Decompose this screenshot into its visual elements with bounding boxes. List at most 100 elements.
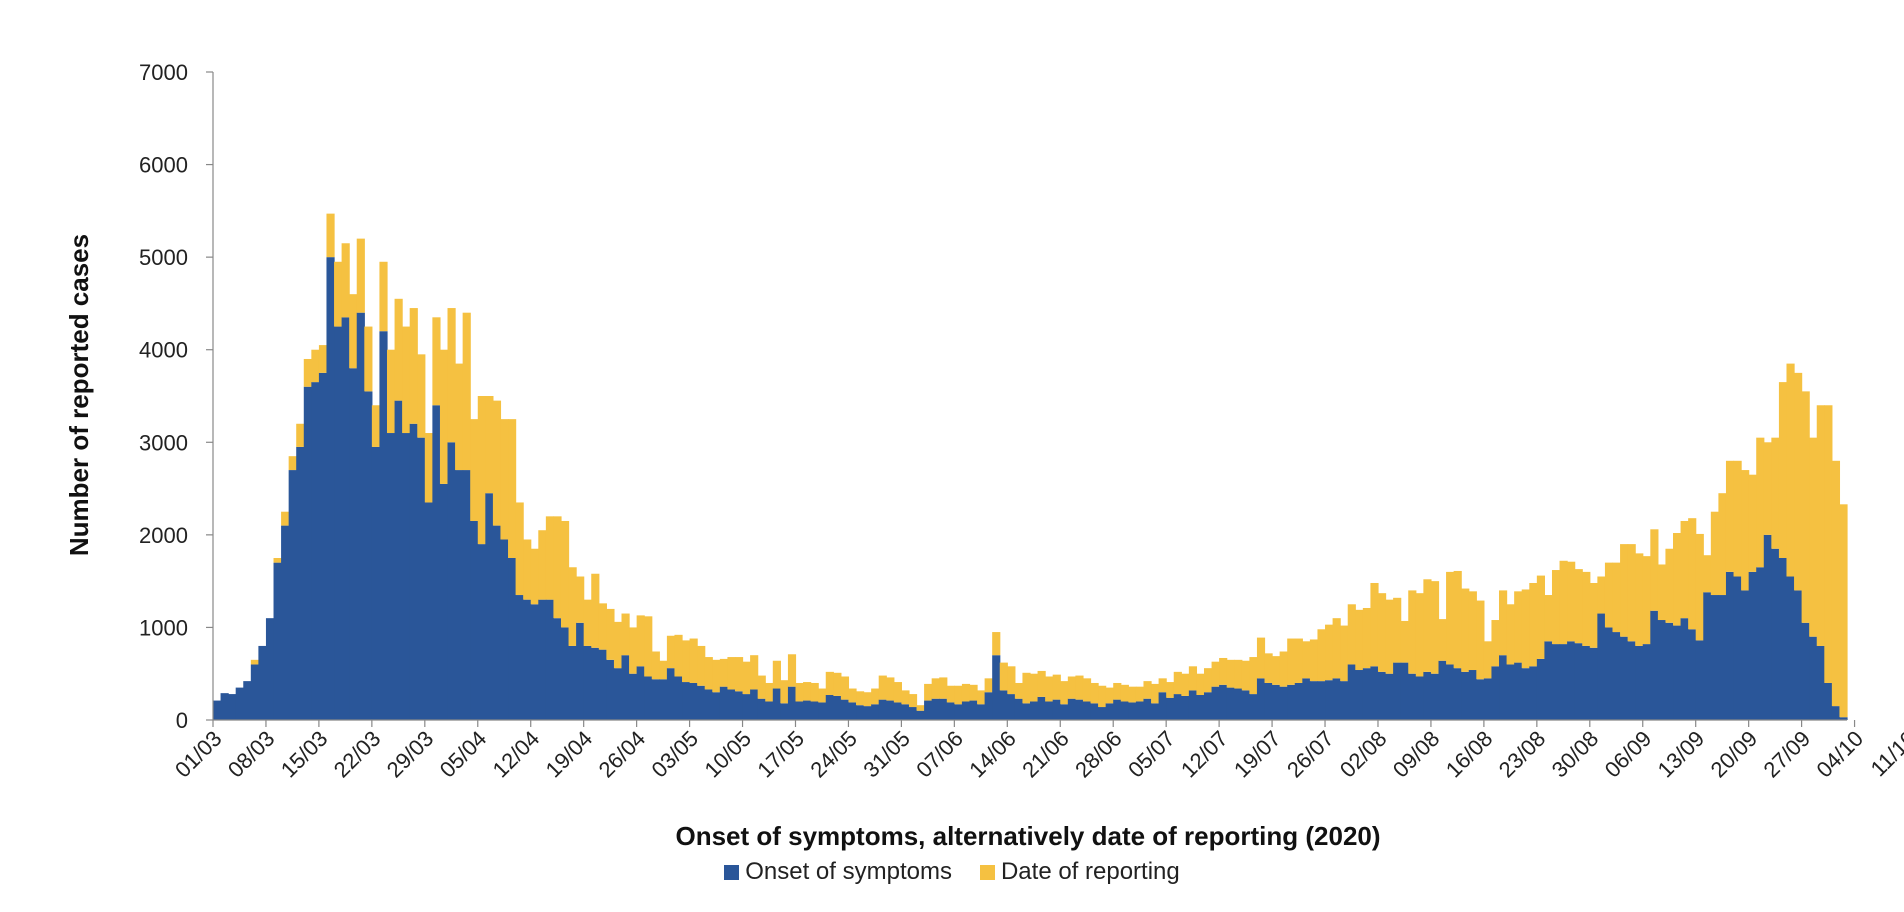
bar-reporting — [1597, 576, 1606, 614]
bar-onset — [1506, 664, 1515, 720]
x-tick-label: 23/08 — [1494, 726, 1551, 783]
y-tick-label: 0 — [176, 708, 188, 733]
x-tick-label: 02/08 — [1335, 726, 1392, 783]
bar-reporting — [1241, 660, 1250, 691]
bar-reporting — [1075, 675, 1084, 700]
bar-reporting — [1287, 638, 1296, 685]
bar-reporting — [1234, 659, 1243, 689]
bar-onset — [636, 666, 645, 720]
x-tick-label: 08/03 — [223, 726, 280, 783]
bar-onset — [508, 558, 517, 720]
bar-reporting — [1453, 570, 1462, 669]
bar-reporting — [1037, 670, 1046, 697]
bar-onset — [296, 446, 305, 720]
bar-onset — [1302, 678, 1311, 720]
bar-reporting — [1794, 372, 1803, 591]
x-tick-label: 22/03 — [329, 726, 386, 783]
bar-reporting — [787, 654, 797, 687]
bar-onset — [682, 682, 691, 720]
bar-reporting — [1756, 437, 1765, 568]
bar-reporting — [825, 671, 834, 695]
bar-reporting — [409, 308, 418, 424]
bar-onset — [1128, 702, 1137, 720]
bar-onset — [318, 372, 328, 720]
bar-reporting — [1710, 511, 1719, 596]
bar-reporting — [621, 613, 630, 656]
bar-reporting — [1589, 582, 1598, 648]
bar-onset — [1831, 706, 1841, 720]
bar-onset — [591, 647, 600, 720]
bar-reporting — [1514, 591, 1523, 663]
bar-reporting — [326, 213, 335, 258]
bar-onset — [1809, 636, 1818, 720]
bar-onset — [432, 405, 441, 720]
bar-reporting — [1090, 682, 1099, 704]
bar-onset — [1816, 645, 1825, 720]
bar-reporting — [1816, 405, 1825, 646]
bar-onset — [1763, 534, 1772, 720]
bar-onset — [1483, 678, 1493, 720]
bar-onset — [1060, 704, 1069, 720]
bar-onset — [1317, 681, 1326, 720]
bar-onset — [1408, 673, 1417, 720]
bar-onset — [439, 483, 449, 720]
bar-onset — [1143, 698, 1152, 720]
bar-reporting — [1483, 641, 1493, 679]
bar-onset — [1400, 662, 1409, 720]
bar-onset — [1393, 662, 1402, 720]
bar-onset — [1181, 695, 1190, 720]
legend-swatch-reporting — [979, 864, 995, 880]
bar-reporting — [689, 638, 698, 683]
bar-onset — [1582, 645, 1591, 720]
bar-onset — [470, 520, 479, 720]
bar-reporting — [871, 688, 880, 705]
bar-onset — [1839, 717, 1848, 720]
bar-onset — [1771, 548, 1780, 720]
bar-onset — [1794, 590, 1803, 720]
bar-onset — [780, 703, 789, 720]
bar-reporting — [886, 677, 895, 701]
bar-reporting — [954, 685, 963, 705]
bar-onset — [1801, 622, 1810, 720]
bar-reporting — [1824, 405, 1833, 683]
bar-reporting — [1340, 625, 1349, 682]
bar-onset — [787, 686, 797, 720]
bar-reporting — [1461, 588, 1470, 672]
bar-onset — [606, 659, 615, 720]
bar-reporting — [334, 261, 343, 327]
bar-onset — [992, 655, 1001, 720]
bar-onset — [1536, 658, 1545, 720]
bar-reporting — [1688, 518, 1697, 630]
bar-onset — [1446, 664, 1455, 720]
bar-reporting — [1521, 589, 1530, 669]
bar-reporting — [439, 349, 449, 484]
bar-onset — [1203, 692, 1213, 720]
bar-onset — [1423, 671, 1432, 720]
bar-onset — [1688, 629, 1697, 720]
bar-onset — [1279, 686, 1288, 720]
bar-onset — [886, 700, 895, 720]
bar-onset — [712, 692, 721, 720]
bar-onset — [977, 704, 986, 720]
bar-reporting — [1574, 569, 1583, 644]
bar-onset — [334, 326, 343, 720]
bar-reporting — [1703, 555, 1712, 593]
bar-reporting — [553, 516, 562, 619]
bar-onset — [281, 525, 290, 720]
bar-reporting — [712, 659, 721, 693]
bar-onset — [1045, 701, 1054, 720]
bar-onset — [311, 382, 320, 720]
bar-reporting — [757, 675, 766, 699]
bar-onset — [1294, 682, 1303, 720]
bar-reporting — [318, 345, 328, 373]
bar-onset — [228, 694, 237, 720]
bar-reporting — [1249, 657, 1258, 695]
bar-reporting — [1620, 544, 1629, 637]
bar-reporting — [1158, 678, 1167, 693]
bar-reporting — [1718, 493, 1727, 596]
y-tick-label: 6000 — [139, 153, 188, 178]
x-tick-label: 21/06 — [1017, 726, 1074, 783]
bar-onset — [356, 312, 365, 720]
bar-reporting — [659, 660, 668, 680]
bar-onset — [273, 562, 282, 720]
